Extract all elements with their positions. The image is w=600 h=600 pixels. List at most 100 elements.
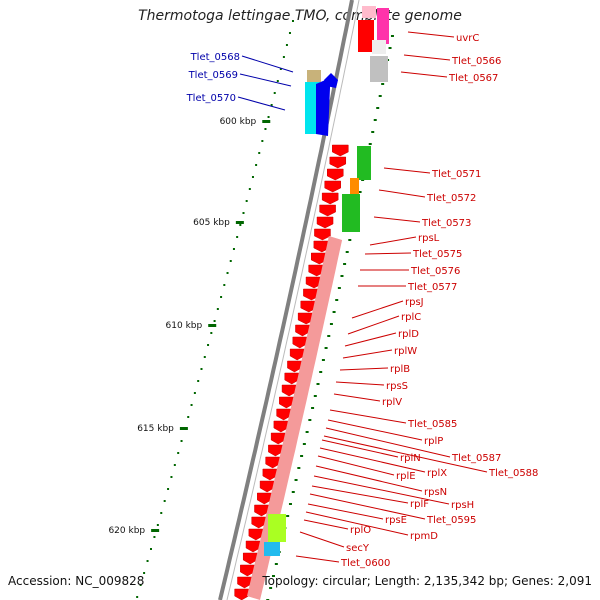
label-leader (369, 236, 417, 246)
gene-label-rplW: rplW (394, 346, 417, 357)
scale-dot (348, 239, 352, 241)
gene-label-rplV: rplV (382, 397, 402, 408)
scale-dot (163, 500, 166, 502)
scale-tick-label: 615 kbp (137, 424, 174, 434)
label-leader (323, 435, 488, 473)
scale-tick (151, 529, 160, 532)
gene-label-rpsJ: rpsJ (405, 297, 424, 308)
scale-dot (255, 164, 258, 166)
scale-dot (285, 44, 288, 46)
scale-dot (345, 251, 349, 253)
gene-label-rpsS: rpsS (386, 381, 408, 392)
label-leader (319, 447, 426, 473)
scale-dot (381, 83, 385, 85)
reverse-gene-block (242, 552, 258, 565)
scale-dot (160, 512, 163, 514)
scale-dot (170, 476, 173, 478)
scale-tick-label: 600 kbp (220, 117, 257, 127)
gene-label-rplF: rplF (410, 499, 429, 510)
scale-dot (368, 143, 372, 145)
reverse-gene-block (234, 588, 249, 600)
label-leader (347, 315, 400, 335)
label-leader (383, 167, 431, 174)
gene-label-Tlet_0576: Tlet_0576 (410, 266, 460, 277)
scale-dot (220, 296, 223, 298)
gene-box (372, 40, 386, 54)
scale-dot (321, 359, 325, 361)
topology-text: Topology: circular; Length: 2,135,342 bp… (262, 574, 592, 588)
scale-tick-label: 620 kbp (108, 526, 145, 536)
scale-dot (203, 356, 206, 358)
gene-Tlet_0571-track (357, 146, 371, 180)
scale-dot (297, 467, 301, 469)
reverse-strand-tracks (247, 146, 371, 600)
reverse-gene-block (326, 168, 344, 181)
scale-dot (264, 128, 267, 130)
reverse-gene-block (300, 300, 318, 313)
reverse-gene-block (313, 240, 331, 253)
gene-Tlet_0567 (370, 56, 388, 82)
gene-label-rplP: rplP (424, 436, 443, 447)
forward-strand-genes (305, 70, 338, 136)
scale-dot (300, 455, 304, 457)
gene-label-Tlet_0600: Tlet_0600 (340, 558, 390, 569)
scale-dot (223, 284, 226, 286)
label-leader (364, 252, 412, 255)
label-leader (309, 493, 426, 520)
scale-dot (139, 584, 142, 586)
label-leader (335, 381, 385, 386)
reverse-gene-block (324, 180, 341, 193)
gene-label-rpsH: rpsH (451, 500, 474, 511)
gene-label-Tlet_0570: Tlet_0570 (186, 93, 236, 104)
label-leader (313, 475, 450, 505)
scale-dot (286, 515, 290, 517)
scale-dot (146, 560, 149, 562)
scale-dot (291, 491, 295, 493)
scale-ticks: 600 kbp 605 kbp 610 kbp 615 kbp 620 kbp (108, 117, 271, 536)
reverse-gene-block (245, 540, 261, 553)
scale-dot (332, 311, 336, 313)
scale-dot (358, 191, 362, 193)
label-leader (307, 503, 384, 520)
gene-label-rpmD: rpmD (410, 531, 438, 542)
reverse-gene-block (308, 264, 325, 277)
label-leader (407, 31, 455, 38)
scale-dot (236, 236, 239, 238)
label-leader (342, 349, 393, 359)
scale-dot (149, 548, 152, 550)
label-leader (237, 96, 286, 111)
label-leader (329, 409, 407, 424)
reverse-gene-block (311, 252, 328, 265)
reverse-gene-block (303, 288, 320, 301)
scale-dot (308, 419, 312, 421)
scale-dot (193, 392, 196, 394)
label-leader (403, 54, 451, 61)
label-leaders (237, 31, 488, 563)
scale-dot (267, 116, 270, 118)
reverse-strand-genes (234, 6, 389, 600)
scale-dot (207, 344, 210, 346)
scale-dot (337, 287, 341, 289)
scale-dot (371, 131, 375, 133)
label-leader (351, 300, 404, 319)
reverse-gene-block (284, 372, 300, 385)
scale-dot (248, 188, 251, 190)
reverse-gene-block (314, 228, 331, 241)
reverse-gene-block (287, 360, 302, 373)
scale-dot (273, 92, 276, 94)
reverse-gene-block (316, 216, 334, 229)
gene-label-rpsN: rpsN (424, 487, 447, 498)
scale-tick (179, 427, 188, 430)
pink-track (247, 236, 343, 600)
scale-dot (232, 248, 235, 250)
reverse-gene-block (268, 444, 283, 457)
scale-dot (271, 575, 275, 577)
scale-dot (294, 479, 298, 481)
reverse-gene-block (270, 432, 286, 445)
gene-uvrC (377, 8, 389, 44)
gene-label-secY: secY (346, 543, 370, 554)
gene-label-rplO: rplO (350, 525, 371, 536)
scale-dot (335, 299, 339, 301)
